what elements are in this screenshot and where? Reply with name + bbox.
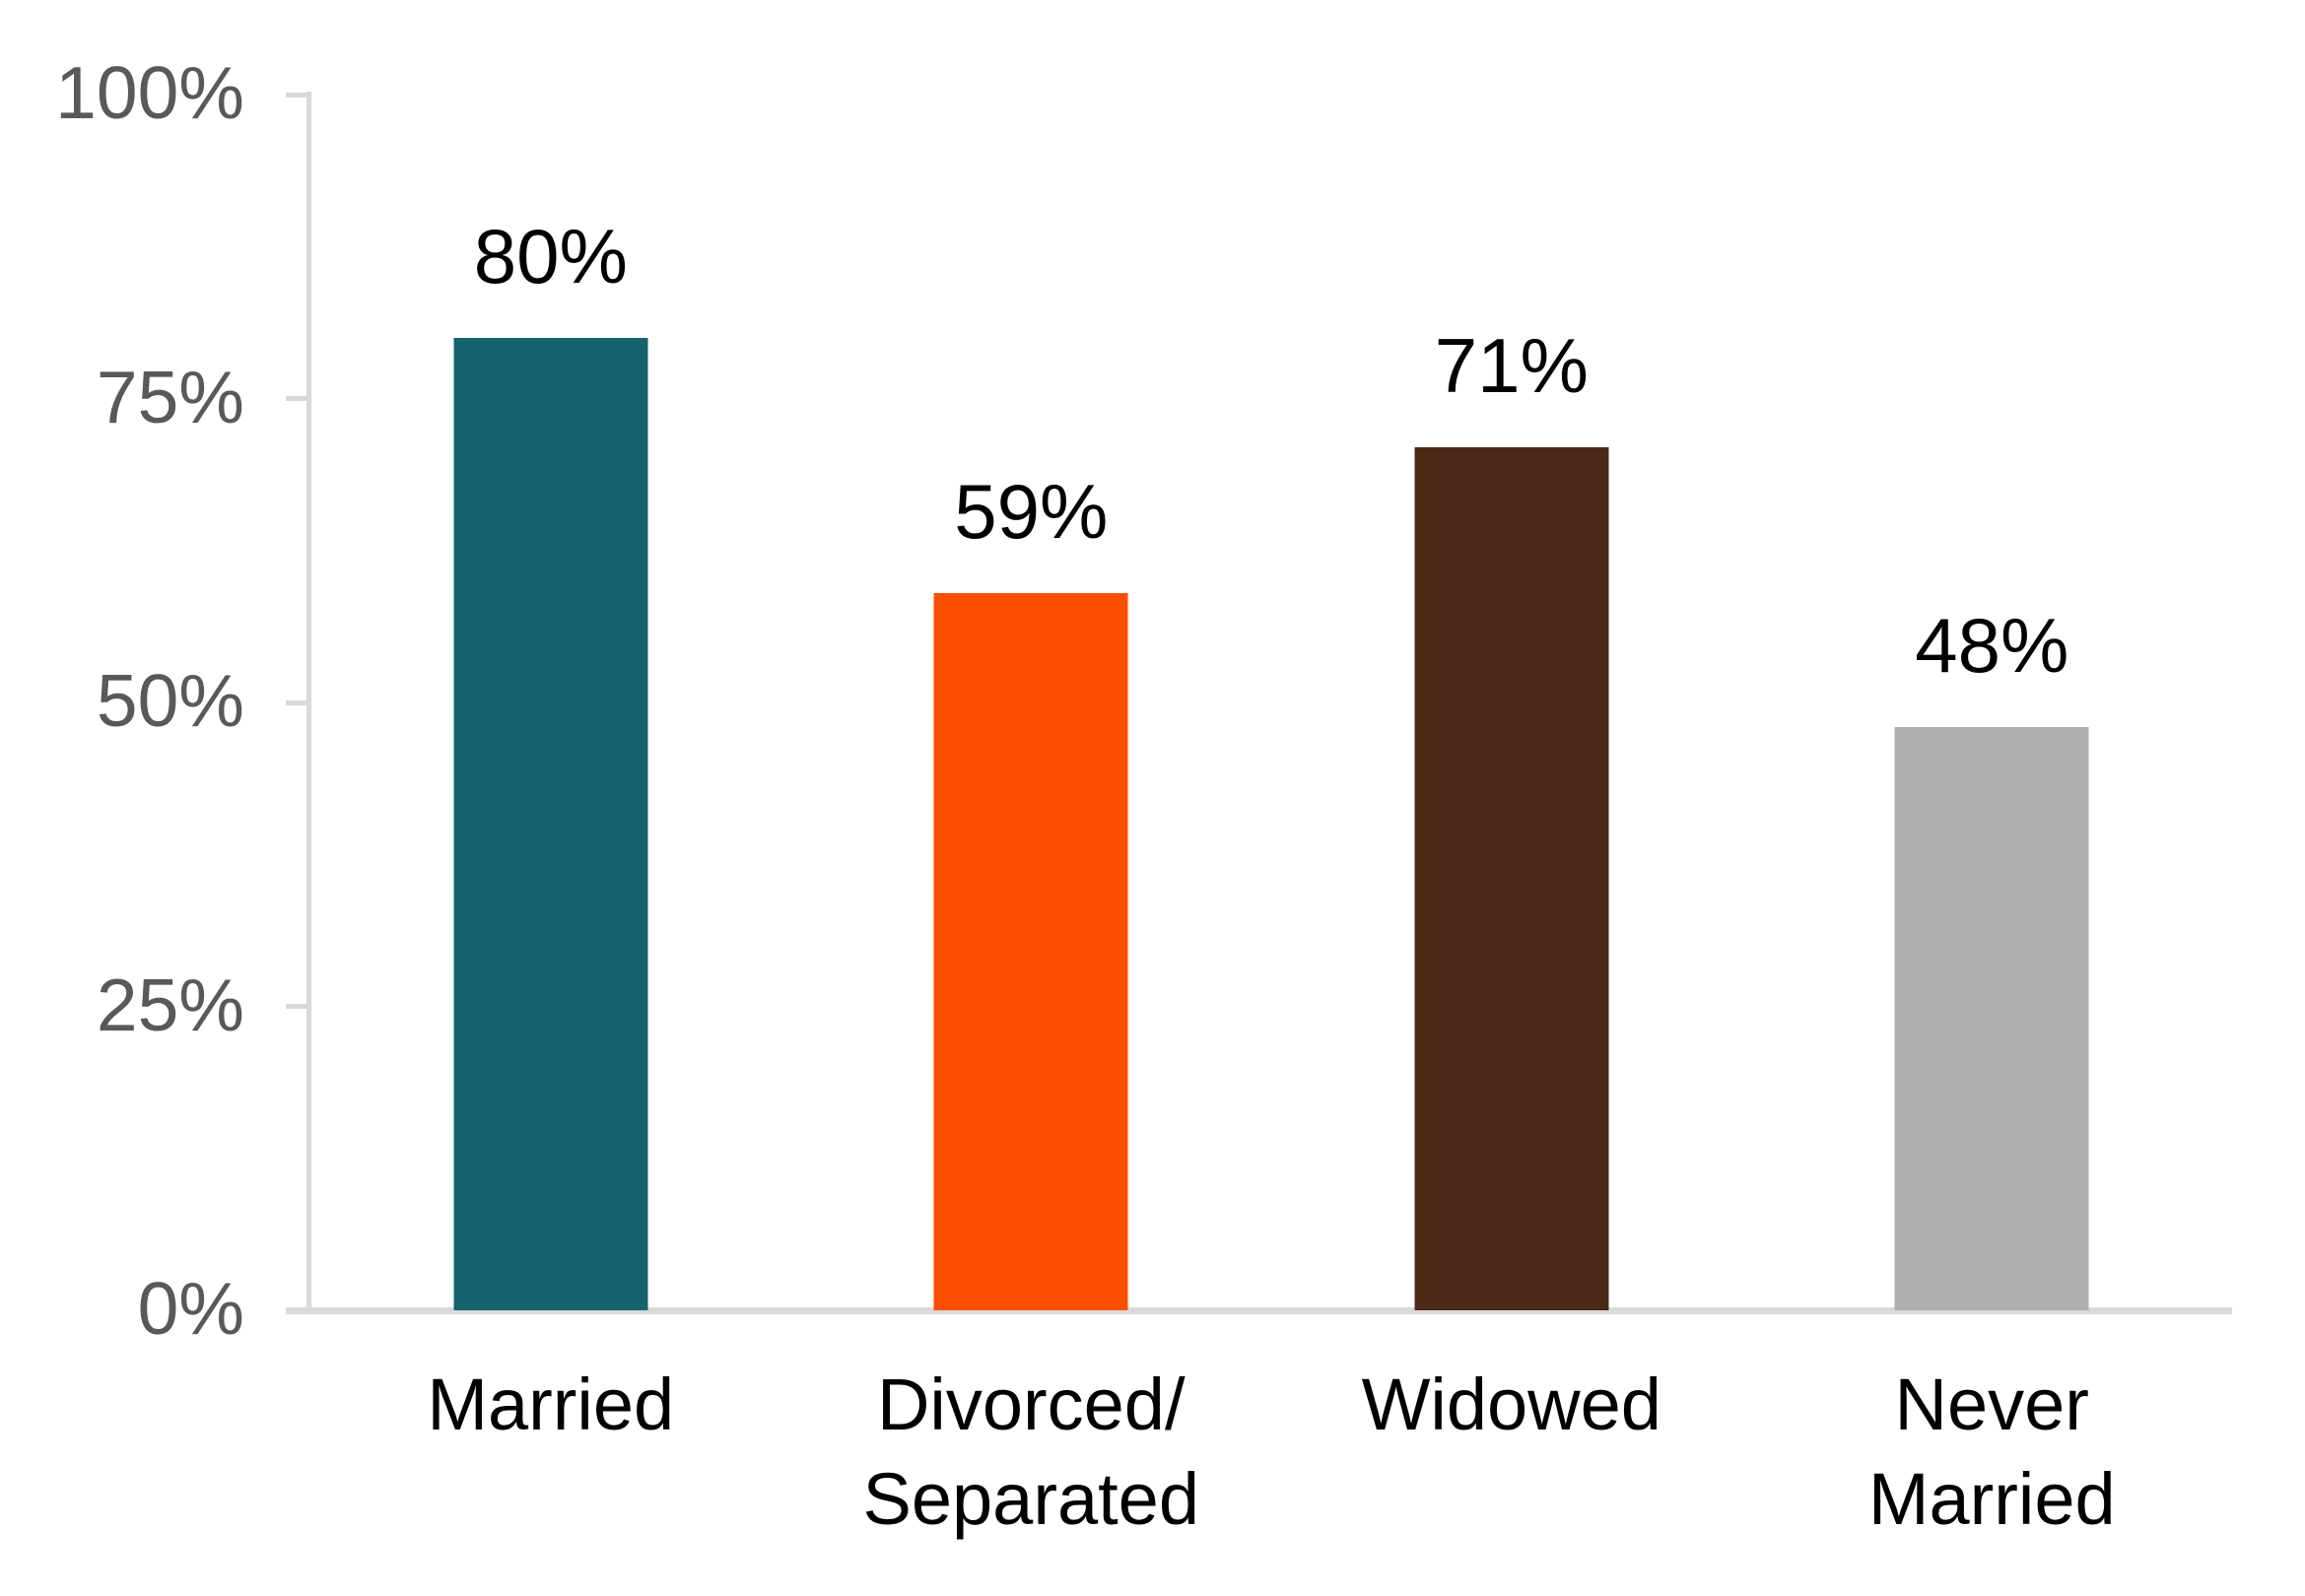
bar-widowed <box>1414 446 1609 1310</box>
y-tick-50 <box>286 699 311 705</box>
y-tick-25 <box>286 1004 311 1009</box>
y-tick-100 <box>286 92 311 98</box>
category-label-divorced-separated: Divorced/ Separated <box>862 1363 1200 1540</box>
value-label-married: 80% <box>473 212 628 299</box>
value-label-divorced-separated: 59% <box>954 467 1109 555</box>
bar-divorced-separated <box>933 592 1128 1310</box>
category-label-married: Married <box>427 1363 675 1445</box>
y-tick-label-100: 100% <box>55 51 244 134</box>
bar-never-married <box>1894 726 2089 1310</box>
y-tick-75 <box>286 396 311 401</box>
y-tick-label-25: 25% <box>96 963 244 1046</box>
value-label-widowed: 71% <box>1434 321 1589 409</box>
y-tick-label-0: 0% <box>137 1267 244 1350</box>
category-label-widowed: Widowed <box>1361 1363 1661 1445</box>
y-tick-label-75: 75% <box>96 355 244 438</box>
bar-married <box>453 337 648 1310</box>
x-axis-line <box>286 1307 2232 1314</box>
y-tick-label-50: 50% <box>96 659 244 742</box>
category-label-never-married: Never Married <box>1867 1363 2116 1540</box>
value-label-never-married: 48% <box>1915 601 2069 689</box>
